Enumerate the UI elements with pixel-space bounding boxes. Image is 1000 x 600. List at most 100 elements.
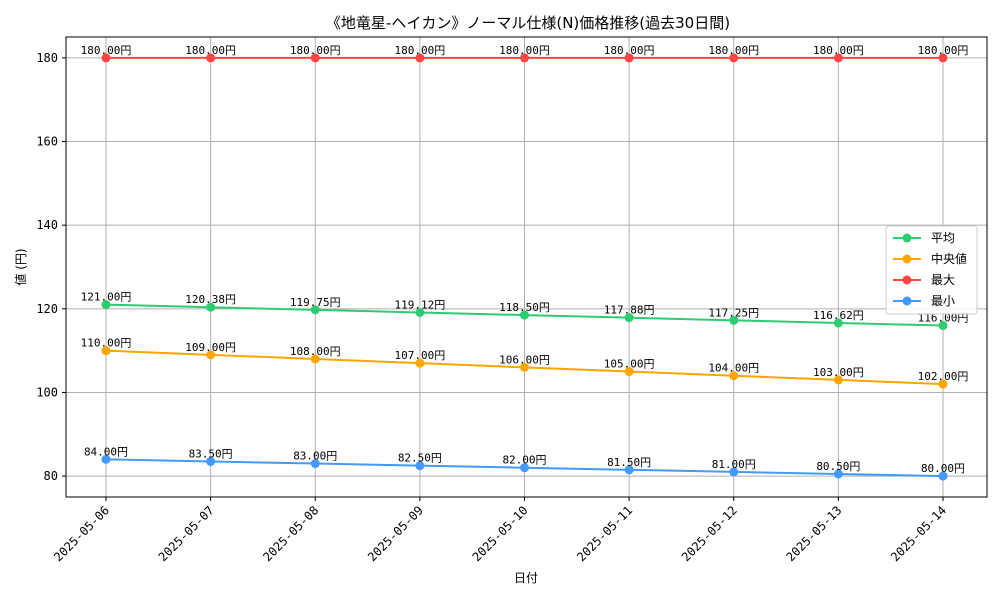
series-3-point [101,454,111,464]
series-0-point [415,307,425,317]
series-1-point [729,371,739,381]
x-tick-label: 2025-05-12 [679,503,740,564]
y-tick-label: 140 [36,218,58,232]
y-tick-label: 160 [36,135,58,149]
series-2-data-label: 180.00円 [185,44,236,57]
series-1-point [833,375,843,385]
series-3-point [938,471,948,481]
series-2-point [938,53,948,63]
series-2-data-label: 180.00円 [708,44,759,57]
legend-box [885,225,978,315]
series-0-point [729,315,739,325]
series-3-data-label: 80.50円 [816,460,860,473]
series-0-data-label: 117.88円 [604,304,655,317]
tick-layer: 2025-05-06 2025-05-07 2025-05-08 2025-05-09… [36,51,949,564]
series-2-point [310,53,320,63]
series-1-data-label: 108.00円 [290,345,341,358]
series-1-point [938,379,948,389]
series-2-data-label: 180.00円 [604,44,655,57]
legend-label-3: 最小 [931,294,955,308]
series-layer [101,53,948,481]
series-1-point [415,358,425,368]
series-2-point [520,53,529,63]
series-3-data-label: 84.00円 [84,445,128,458]
series-3-data-label: 83.00円 [293,450,337,463]
x-tick-label: 2025-05-10 [470,503,531,564]
series-0-point [624,313,634,323]
series-0-point [520,310,529,320]
x-tick-label: 2025-05-11 [574,503,635,564]
series-0-data-label: 116.00円 [918,312,969,325]
x-tick-label: 2025-05-07 [156,503,217,564]
series-2-point [624,53,634,63]
x-tick-label: 2025-05-13 [784,503,845,564]
series-3-point [833,469,843,479]
y-axis-label: 値 (円) [13,248,28,285]
legend-marker-1 [902,254,912,264]
series-3-point [415,461,425,471]
series-0-data-label: 120.38円 [185,293,236,306]
series-0-data-label: 118.50円 [499,301,550,314]
series-2-data-label: 180.00円 [813,44,864,57]
series-0-point [833,318,843,328]
series-0-point [206,302,216,312]
plot-frame [65,36,988,498]
grid-layer [66,37,987,497]
series-3-point [729,467,739,477]
series-1-point [624,367,634,377]
series-3-data-label: 82.00円 [502,454,546,467]
series-1-point [206,350,216,360]
series-2-data-label: 180.00円 [918,44,969,57]
series-2-point [415,53,425,63]
series-3-point [310,459,320,469]
y-tick-label: 180 [36,51,58,65]
series-1-data-label: 110.00円 [81,337,132,350]
series-2-point [833,53,843,63]
series-0-data-label: 119.12円 [395,298,446,311]
series-0-data-label: 119.75円 [290,296,341,309]
y-tick-label: 120 [36,302,58,316]
series-2-data-label: 180.00円 [499,44,550,57]
series-3-point [520,463,529,473]
series-1-point [101,346,111,356]
series-2-point [206,53,216,63]
series-3-data-label: 82.50円 [398,452,442,465]
x-tick-label: 2025-05-09 [365,503,426,564]
legend-label-1: 中央値 [931,251,967,266]
data-label-layer: 121.00円 120.38円 119.75円 119.12円 118.50円 117.8… [81,44,969,475]
legend-marker-3 [902,296,912,306]
x-tick-label: 2025-05-14 [888,503,949,564]
series-1-data-label: 106.00円 [499,353,550,366]
legend-marker-2 [902,275,912,285]
series-1-data-label: 107.00円 [395,349,446,362]
series-1-data-label: 103.00円 [813,366,864,379]
x-tick-label: 2025-05-06 [51,503,112,564]
series-0-point [101,300,111,310]
series-2-point [729,53,739,63]
legend-label-0: 平均 [931,231,955,245]
series-0-data-label: 121.00円 [81,291,132,304]
legend-label-2: 最大 [931,273,955,287]
series-3-data-label: 81.50円 [607,456,651,469]
series-1-data-label: 102.00円 [918,370,969,383]
series-2-data-label: 180.00円 [81,44,132,57]
chart-title: 《地竜星-ヘイカン》ノーマル仕様(N)価格推移(過去30日間) [326,14,730,32]
series-2-data-label: 180.00円 [395,44,446,57]
series-2-data-label: 180.00円 [290,44,341,57]
series-1-data-label: 109.00円 [185,341,236,354]
x-tick-label: 2025-05-08 [260,503,321,564]
series-3-point [624,465,634,475]
series-2-point [101,53,111,63]
series-0-data-label: 117.25円 [708,306,759,319]
y-tick-label: 100 [36,385,58,399]
series-1-data-label: 104.00円 [708,362,759,375]
series-0-data-label: 116.62円 [813,309,864,322]
series-3-data-label: 81.00円 [712,458,756,471]
series-1-point [310,354,320,364]
series-3-data-label: 83.50円 [189,447,233,460]
series-3-data-label: 80.00円 [921,462,965,475]
y-tick-label: 80 [44,469,58,483]
series-3-point [206,456,216,466]
